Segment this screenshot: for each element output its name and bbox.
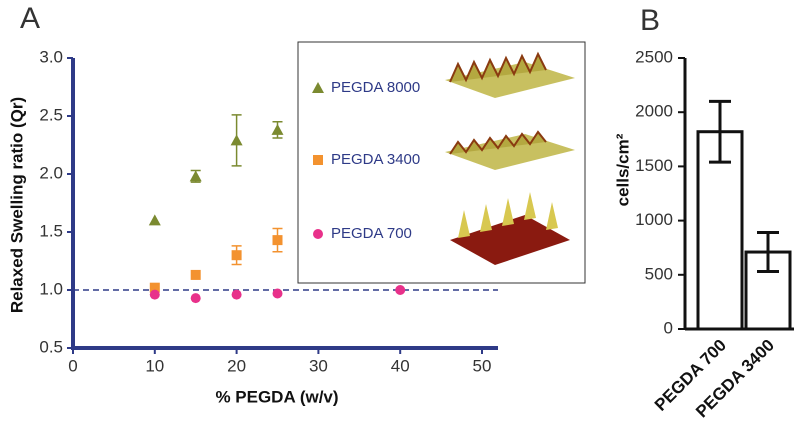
data-point (149, 282, 160, 293)
y-tick-label: 1.5 (39, 221, 63, 240)
data-point (231, 250, 242, 261)
legend-marker (312, 82, 324, 93)
x-tick-label: 30 (309, 356, 328, 375)
data-point (272, 288, 283, 299)
panel-label: B (640, 4, 660, 37)
legend-label: PEGDA 8000 (331, 79, 420, 96)
data-point (272, 235, 283, 246)
y-axis-title: cells/cm² (613, 133, 632, 206)
x-tick-label: 50 (473, 356, 492, 375)
y-tick-label: 2000 (635, 102, 673, 121)
data-point (149, 289, 160, 300)
y-tick-label: 1.0 (39, 279, 63, 298)
legend-marker (313, 229, 323, 239)
panel-label: A (20, 2, 40, 35)
y-axis-title: Relaxed Swelling ratio (Qr) (7, 97, 26, 313)
surface-image (445, 51, 575, 265)
y-tick-label: 3.0 (39, 47, 63, 66)
data-point (271, 123, 284, 135)
legend-label: PEGDA 3400 (331, 151, 420, 168)
error-bar (709, 99, 731, 164)
data-point (148, 214, 161, 226)
x-axis-title: % PEGDA (w/v) (215, 387, 338, 406)
data-point (190, 293, 201, 304)
y-tick-label: 1500 (635, 156, 673, 175)
legend-label: PEGDA 700 (331, 225, 412, 242)
y-tick-label: 2.0 (39, 163, 63, 182)
legend-marker (313, 155, 323, 165)
data-point (190, 269, 201, 280)
inset (297, 41, 586, 284)
y-tick-label: 0.5 (39, 337, 63, 356)
x-tick-label: 10 (145, 356, 164, 375)
y-tick-label: 500 (645, 264, 673, 283)
x-tick-label: 0 (68, 356, 77, 375)
y-tick-label: 2.5 (39, 105, 63, 124)
y-tick-label: 0 (664, 318, 673, 337)
y-tick-label: 1000 (635, 210, 673, 229)
data-point (395, 285, 406, 295)
bar (696, 130, 744, 331)
data-point (231, 289, 242, 300)
y-tick-label: 2500 (635, 47, 673, 66)
x-tick-label: 20 (227, 356, 246, 375)
data-point (189, 170, 202, 182)
x-tick-label: 40 (391, 356, 410, 375)
data-point (230, 134, 243, 146)
error-bar (757, 231, 779, 274)
